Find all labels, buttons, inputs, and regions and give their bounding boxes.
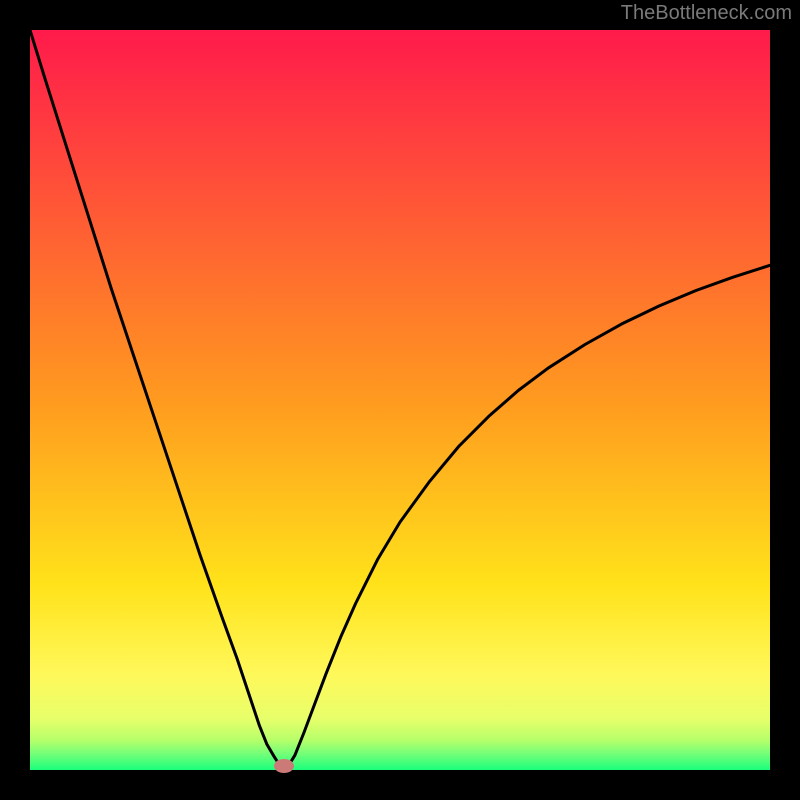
bottleneck-curve (30, 30, 770, 770)
optimum-marker (274, 759, 294, 773)
watermark: TheBottleneck.com (621, 2, 792, 25)
curve-path (30, 30, 770, 769)
plot-area (30, 30, 770, 770)
